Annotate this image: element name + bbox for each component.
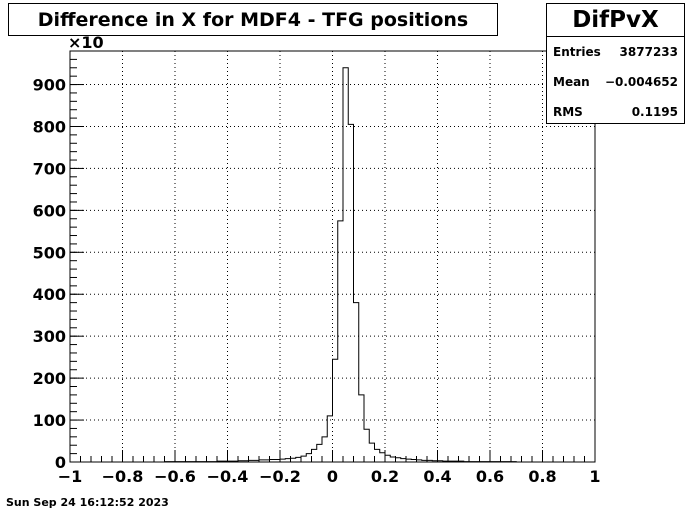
x-tick-label: −0.2 (259, 467, 301, 486)
mean-label: Mean (553, 75, 590, 89)
entries-value: 3877233 (619, 45, 678, 59)
rms-value: 0.1195 (631, 105, 678, 119)
chart-title: Difference in X for MDF4 - TFG positions (8, 3, 498, 36)
rms-label: RMS (553, 105, 583, 119)
x-axis: −1 −0.8 −0.6 −0.4 −0.2 0 0.2 0.4 0.6 0.8 1 (58, 450, 601, 486)
y-axis: 0 100 200 300 400 500 600 700 800 900 (33, 50, 84, 472)
x-tick-label: −1 (58, 467, 83, 486)
y-tick-label: 900 (33, 76, 66, 95)
x-tick-label: 0.6 (476, 467, 504, 486)
x-tick-label: 0 (327, 467, 338, 486)
stats-box: DifPvX Entries 3877233 Mean −0.004652 RM… (546, 3, 685, 124)
x-tick-label: −0.8 (102, 467, 144, 486)
x-tick-label: 0.4 (423, 467, 451, 486)
x-tick-label: 0.2 (371, 467, 399, 486)
y-tick-label: 800 (33, 117, 66, 136)
y-tick-label: 300 (33, 327, 66, 346)
x-tick-label: 0.8 (528, 467, 556, 486)
entries-label: Entries (553, 45, 601, 59)
x-tick-label: 1 (589, 467, 600, 486)
stats-row-rms: RMS 0.1195 (547, 97, 684, 127)
stats-row-entries: Entries 3877233 (547, 37, 684, 67)
y-tick-label: 400 (33, 285, 66, 304)
stats-row-mean: Mean −0.004652 (547, 67, 684, 97)
grid-lines (70, 51, 595, 462)
mean-value: −0.004652 (604, 75, 678, 89)
y-tick-label: 100 (33, 411, 66, 430)
y-tick-label: 0 (55, 453, 66, 472)
x-tick-label: −0.6 (154, 467, 196, 486)
y-multiplier-label: ×10 (68, 33, 104, 52)
y-tick-label: 700 (33, 159, 66, 178)
x-tick-label: −0.4 (207, 467, 249, 486)
y-tick-label: 200 (33, 369, 66, 388)
stats-histogram-name: DifPvX (547, 4, 684, 37)
y-tick-label: 500 (33, 243, 66, 262)
y-tick-label: 600 (33, 201, 66, 220)
datestamp: Sun Sep 24 16:12:52 2023 (6, 496, 169, 509)
histogram-series (70, 67, 595, 463)
